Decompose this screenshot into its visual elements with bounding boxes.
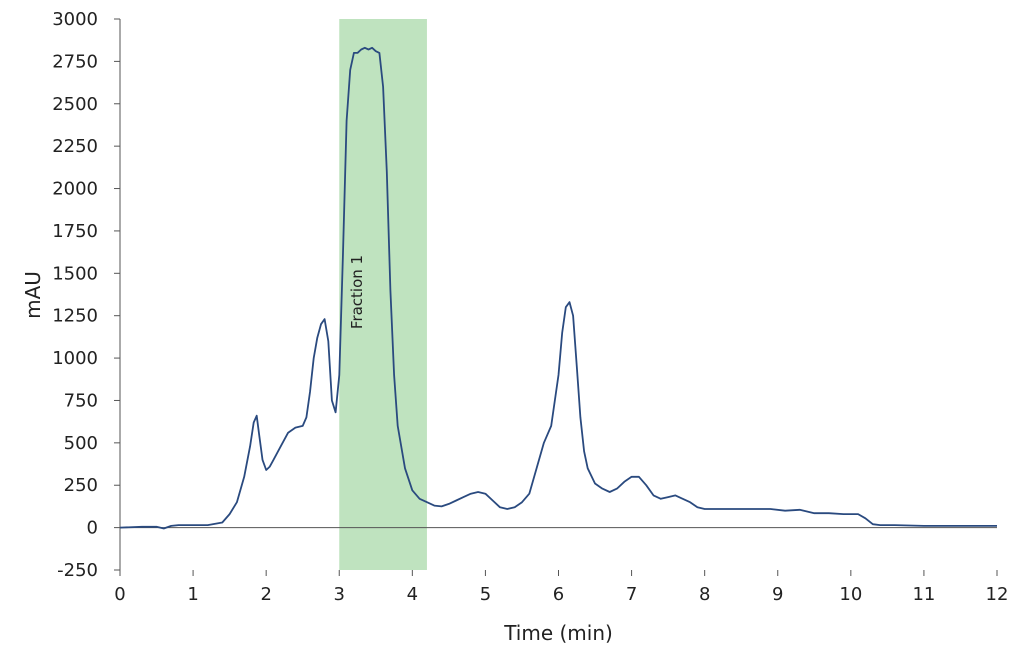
x-tick-label: 11: [912, 584, 935, 605]
x-ticks: 0 1 2 3 4 5 6 7 8 9 10 11 12: [114, 570, 1008, 605]
y-tick-label: 2250: [52, 136, 98, 157]
y-tick-label: 750: [64, 390, 98, 411]
x-tick-label: 6: [553, 584, 564, 605]
x-axis-label: Time (min): [503, 621, 613, 645]
x-tick-label: 7: [626, 584, 637, 605]
highlight-layer: [339, 19, 427, 570]
x-tick-label: 2: [260, 584, 271, 605]
y-tick-label: 250: [64, 475, 98, 496]
y-ticks: -250 0 250 500 750 1000 1250 1500 1750 2000 2250 25…: [52, 9, 120, 581]
y-tick-label: 0: [87, 518, 98, 539]
series-line: [119, 46, 997, 530]
y-tick-label: 1250: [52, 306, 98, 327]
x-tick-label: 1: [187, 584, 198, 605]
y-tick-label: 2500: [52, 94, 98, 115]
y-tick-label: 2000: [52, 179, 98, 200]
y-tick-label: 2750: [52, 51, 98, 72]
x-tick-label: 4: [407, 584, 418, 605]
fraction-label: Fraction 1: [348, 255, 366, 329]
x-tick-label: 3: [334, 584, 345, 605]
x-tick-label: 10: [839, 584, 862, 605]
x-tick-label: 12: [986, 584, 1009, 605]
y-tick-label: 1500: [52, 263, 98, 284]
x-tick-label: 0: [114, 584, 125, 605]
y-tick-label: -250: [57, 560, 98, 581]
y-tick-label: 1750: [52, 221, 98, 242]
x-tick-label: 8: [699, 584, 710, 605]
x-tick-label: 5: [480, 584, 491, 605]
fraction-band: [339, 19, 427, 570]
y-tick-label: 1000: [52, 348, 98, 369]
y-tick-label: 3000: [52, 9, 98, 30]
x-tick-label: 9: [772, 584, 783, 605]
y-axis-label: mAU: [21, 271, 45, 319]
axes-layer: [119, 19, 997, 570]
y-tick-label: 500: [64, 433, 98, 454]
